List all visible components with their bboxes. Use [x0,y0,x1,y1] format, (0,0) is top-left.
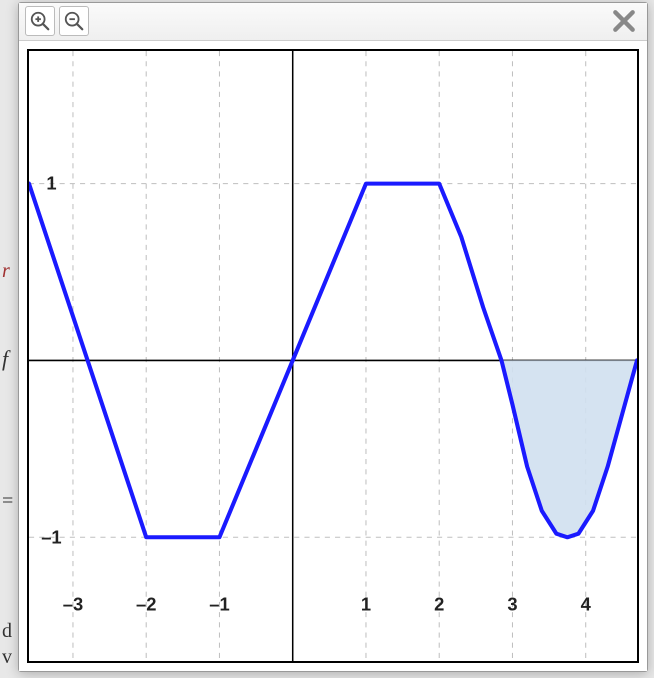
chart-frame: –3 –2 –1 1 2 3 4 –1 1 [27,49,639,663]
zoom-in-icon [29,10,51,32]
svg-text:4: 4 [581,594,592,615]
zoom-out-button[interactable] [59,6,89,36]
bg-char-r: r [2,260,10,283]
close-icon [611,8,637,34]
svg-text:–3: –3 [63,594,83,615]
bg-char-eq: = [2,490,13,513]
svg-text:2: 2 [434,594,444,615]
chart-svg: –3 –2 –1 1 2 3 4 –1 1 [29,51,637,661]
svg-text:1: 1 [46,173,56,194]
modal-toolbar [19,3,647,41]
graph-modal: –3 –2 –1 1 2 3 4 –1 1 [18,2,648,672]
svg-text:1: 1 [361,594,371,615]
svg-text:–1: –1 [41,526,61,547]
svg-text:3: 3 [507,594,517,615]
svg-text:–1: –1 [209,594,229,615]
bg-char-v: v [2,646,12,669]
svg-text:–2: –2 [136,594,156,615]
close-button[interactable] [607,4,641,38]
bg-char-f: f [2,346,8,372]
zoom-in-button[interactable] [25,6,55,36]
chart-area: –3 –2 –1 1 2 3 4 –1 1 [19,41,647,671]
bg-char-d: d [2,620,12,643]
zoom-out-icon [63,10,85,32]
